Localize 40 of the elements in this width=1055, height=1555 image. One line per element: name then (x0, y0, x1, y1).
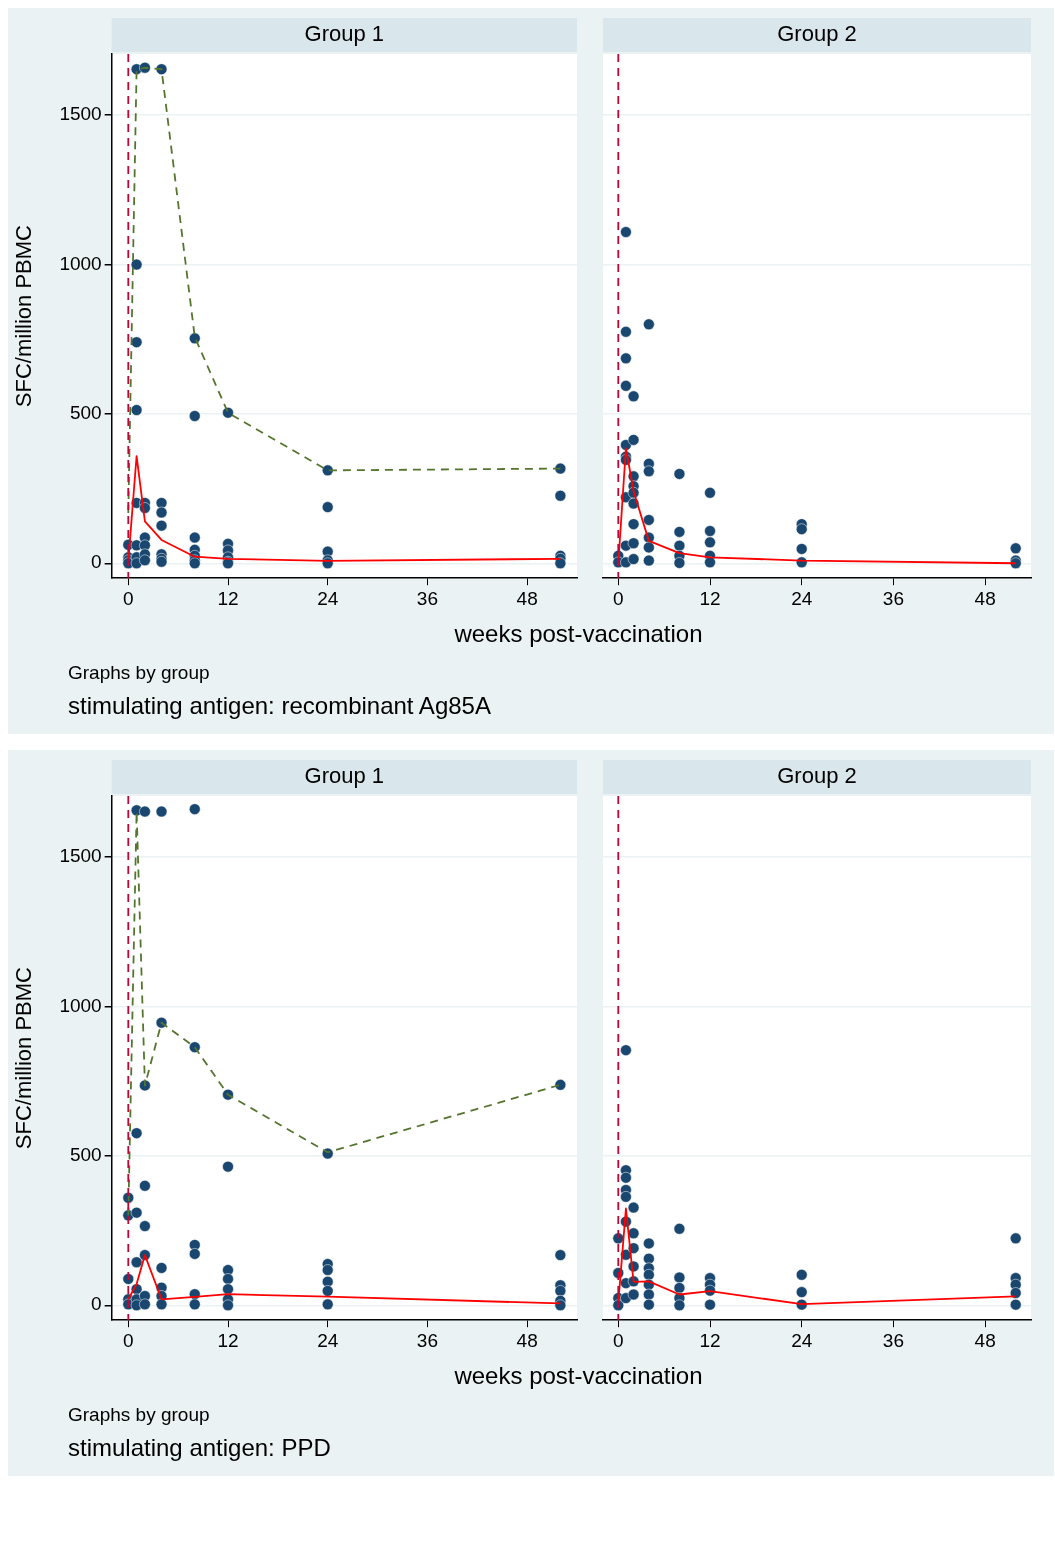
chart-title: Group 2 (777, 763, 857, 789)
x-tick-label: 0 (123, 587, 134, 609)
y-tick-label: 1000 (59, 994, 102, 1016)
chart-title: Group 1 (304, 763, 385, 789)
text: stimulating antigen: recombinant Ag85A (68, 692, 492, 720)
x-tick-label: 24 (317, 1329, 339, 1351)
x-tick-label: 48 (974, 1329, 996, 1351)
x-tick-label: 24 (317, 587, 339, 609)
x-tick-label: 12 (699, 587, 721, 609)
x-tick-label: 0 (123, 1329, 134, 1351)
y-tick-label: 0 (91, 551, 102, 573)
x-tick-label: 24 (791, 587, 813, 609)
x-tick-label: 36 (882, 587, 904, 609)
x-tick-label: 12 (699, 1329, 721, 1351)
text: Graphs by group (68, 662, 211, 684)
text: Graphs by group (68, 1404, 211, 1426)
x-tick-label: 48 (516, 587, 538, 609)
x-tick-label: 48 (516, 1329, 538, 1351)
y-tick-label: 1500 (59, 845, 102, 867)
y-tick-label: 1000 (59, 252, 102, 274)
x-tick-label: 12 (217, 587, 239, 609)
y-tick-label: 500 (69, 1144, 102, 1166)
x-tick-label: 36 (882, 1329, 904, 1351)
y-tick-label: 0 (91, 1293, 102, 1315)
x-tick-label: 12 (217, 1329, 239, 1351)
chart-title: Group 2 (777, 21, 857, 47)
x-axis-title: weeks post-vaccination (453, 1362, 704, 1390)
chart-title: Group 1 (304, 21, 385, 47)
x-tick-label: 36 (416, 1329, 438, 1351)
x-tick-label: 48 (974, 587, 996, 609)
x-axis-title: weeks post-vaccination (453, 620, 704, 648)
x-tick-label: 0 (613, 587, 624, 609)
y-axis-title: SFC/million PBMC (11, 224, 37, 408)
x-tick-label: 36 (416, 587, 438, 609)
x-tick-label: 0 (613, 1329, 624, 1351)
y-tick-label: 1500 (59, 103, 102, 125)
y-axis-title: SFC/million PBMC (11, 966, 37, 1150)
y-tick-label: 500 (69, 402, 102, 424)
x-tick-label: 24 (791, 1329, 813, 1351)
text: stimulating antigen: PPD (68, 1434, 332, 1462)
